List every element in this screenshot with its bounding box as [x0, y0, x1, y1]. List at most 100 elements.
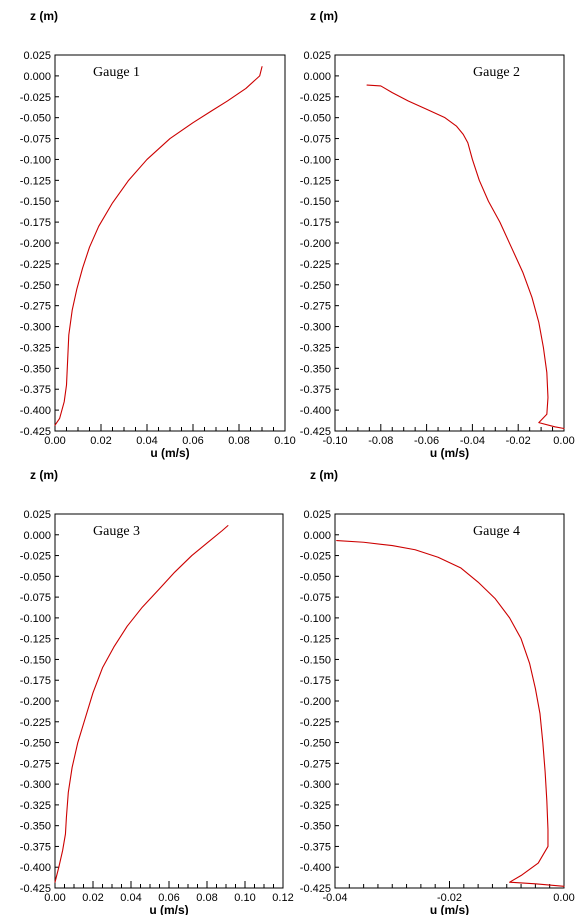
- gauge-annotation: Gauge 4: [473, 524, 520, 539]
- y-tick-label: -0.275: [20, 758, 51, 770]
- y-tick-label: -0.375: [20, 841, 51, 853]
- x-tick-label: 0.08: [196, 892, 217, 904]
- x-tick-label: 0.12: [272, 892, 293, 904]
- y-tick-label: -0.350: [20, 821, 51, 833]
- x-tick-label: 0.06: [158, 892, 179, 904]
- chart-panel-gauge-2: 0.025 0.000 -0.025 -0.050 -0.075 -0.100 -0.125…: [300, 9, 575, 460]
- x-tick-label: -0.04: [460, 435, 485, 447]
- velocity-profile-line: [54, 525, 229, 883]
- x-tick-label: -0.10: [322, 435, 347, 447]
- y-tick-label: -0.125: [20, 634, 51, 646]
- x-tick-label: 0.02: [82, 892, 103, 904]
- x-axis-title: u (m/s): [150, 446, 189, 460]
- x-tick-label: 0.04: [136, 435, 157, 447]
- y-tick-label: -0.050: [300, 113, 331, 125]
- y-tick-label: -0.325: [20, 800, 51, 812]
- y-tick-label: 0.025: [23, 50, 51, 62]
- y-tick-label: -0.325: [20, 342, 51, 354]
- y-tick-label: -0.400: [20, 862, 51, 874]
- y-tick-label: -0.025: [300, 92, 331, 104]
- y-tick-label: -0.200: [20, 238, 51, 250]
- y-tick-label: -0.100: [300, 154, 331, 166]
- y-tick-label: -0.100: [300, 613, 331, 625]
- y-tick-label: -0.075: [300, 592, 331, 604]
- x-tick-label: 0.00: [44, 435, 65, 447]
- y-tick-label: -0.375: [300, 841, 331, 853]
- y-tick-label: -0.350: [20, 363, 51, 375]
- y-tick-label: -0.250: [300, 280, 331, 292]
- y-tick-label: -0.275: [300, 758, 331, 770]
- x-tick-label: -0.02: [437, 892, 462, 904]
- y-tick-label: -0.250: [20, 738, 51, 750]
- y-tick-label: -0.250: [300, 738, 331, 750]
- y-tick-label: -0.325: [300, 800, 331, 812]
- plot-frame: [334, 513, 565, 889]
- y-tick-label: -0.200: [300, 238, 331, 250]
- gauge-annotation: Gauge 3: [93, 524, 140, 539]
- y-tick-label: -0.150: [300, 654, 331, 666]
- y-tick-label: -0.075: [20, 592, 51, 604]
- y-tick-label: -0.400: [300, 405, 331, 417]
- y-tick-label: -0.075: [20, 134, 51, 146]
- y-axis-title: z (m): [310, 9, 338, 23]
- y-tick-label: -0.150: [20, 654, 51, 666]
- y-tick-label: -0.025: [20, 92, 51, 104]
- y-tick-label: -0.350: [300, 363, 331, 375]
- y-axis-title: z (m): [30, 9, 58, 23]
- x-tick-label: 0.06: [182, 435, 203, 447]
- plot-frame: [54, 54, 286, 432]
- chart-panel-gauge-1: 0.025 0.000 -0.025 -0.050 -0.075 -0.100 -0.125…: [20, 9, 296, 460]
- y-tick-label: 0.000: [23, 71, 51, 83]
- y-tick-label: -0.250: [20, 280, 51, 292]
- chart-panel-gauge-3: 0.025 0.000 -0.025 -0.050 -0.075 -0.100 -0.125…: [20, 468, 294, 915]
- x-axis-title: u (m/s): [430, 903, 469, 915]
- y-tick-label: -0.025: [20, 551, 51, 563]
- y-tick-label: -0.125: [20, 175, 51, 187]
- y-tick-label: 0.000: [303, 71, 331, 83]
- gauge-annotation: Gauge 1: [93, 65, 140, 80]
- y-tick-label: -0.425: [20, 883, 51, 895]
- y-tick-label: -0.350: [300, 821, 331, 833]
- x-tick-label: 0.10: [234, 892, 255, 904]
- y-tick-label: 0.025: [303, 50, 331, 62]
- x-tick-label: 0.00: [44, 892, 65, 904]
- chart-panel-gauge-4: 0.025 0.000 -0.025 -0.050 -0.075 -0.100 -0.125…: [300, 468, 575, 915]
- y-tick-label: -0.150: [20, 196, 51, 208]
- y-tick-label: -0.100: [20, 613, 51, 625]
- y-tick-label: -0.275: [300, 301, 331, 313]
- x-tick-label: -0.06: [414, 435, 439, 447]
- y-tick-label: -0.175: [20, 217, 51, 229]
- x-tick-label: 0.10: [274, 435, 295, 447]
- y-tick-label: -0.425: [300, 426, 331, 438]
- y-tick-label: -0.175: [300, 675, 331, 687]
- y-tick-label: -0.150: [300, 196, 331, 208]
- x-axis-title: u (m/s): [149, 903, 188, 915]
- x-tick-label: 0.04: [120, 892, 141, 904]
- y-tick-label: -0.100: [20, 154, 51, 166]
- y-tick-label: -0.275: [20, 301, 51, 313]
- y-tick-label: -0.050: [300, 571, 331, 583]
- y-tick-label: -0.125: [300, 634, 331, 646]
- y-tick-label: 0.025: [23, 509, 51, 521]
- y-tick-label: -0.400: [20, 405, 51, 417]
- x-tick-label: 0.00: [553, 435, 574, 447]
- y-tick-label: -0.300: [300, 322, 331, 334]
- y-tick-label: -0.225: [300, 259, 331, 271]
- x-tick-label: 0.02: [90, 435, 111, 447]
- velocity-profile-line: [54, 66, 263, 426]
- gauge-annotation: Gauge 2: [473, 65, 520, 80]
- y-tick-label: -0.400: [300, 862, 331, 874]
- y-tick-label: -0.050: [20, 571, 51, 583]
- velocity-profile-line: [336, 540, 565, 887]
- y-tick-label: -0.175: [300, 217, 331, 229]
- y-tick-label: -0.225: [300, 717, 331, 729]
- y-tick-label: -0.375: [20, 384, 51, 396]
- y-tick-label: -0.325: [300, 342, 331, 354]
- y-tick-label: -0.300: [20, 322, 51, 334]
- y-tick-label: -0.050: [20, 113, 51, 125]
- x-tick-label: 0.08: [228, 435, 249, 447]
- x-tick-label: -0.08: [368, 435, 393, 447]
- y-tick-label: -0.225: [20, 259, 51, 271]
- y-tick-label: -0.175: [20, 675, 51, 687]
